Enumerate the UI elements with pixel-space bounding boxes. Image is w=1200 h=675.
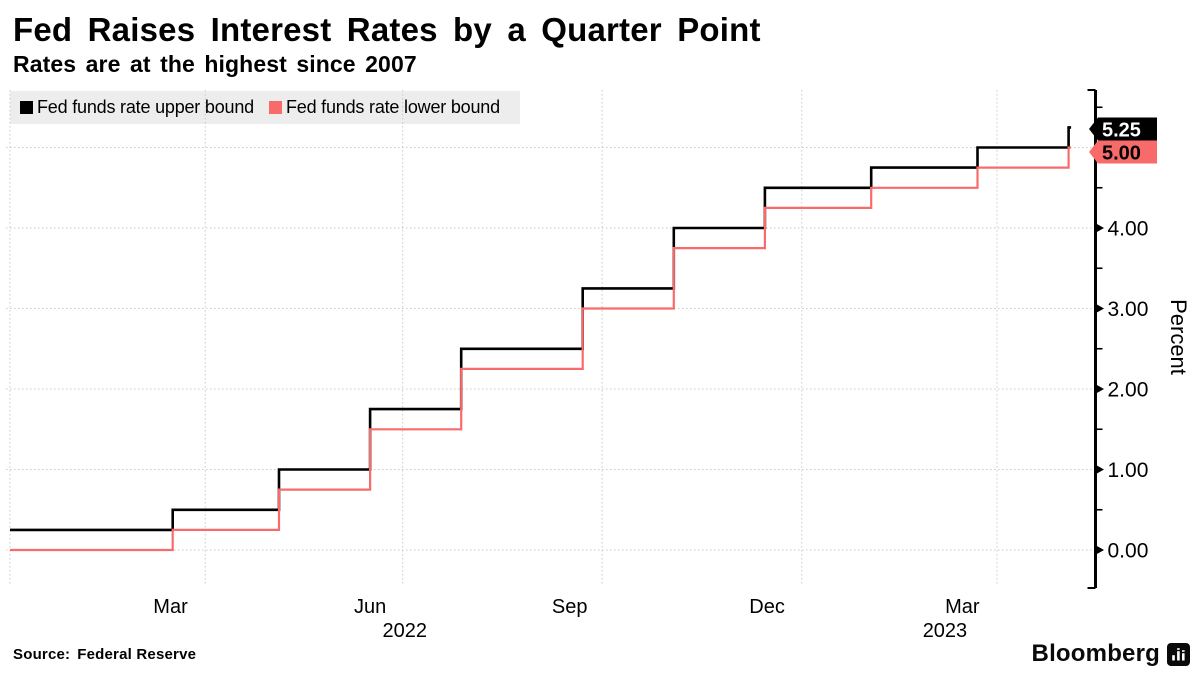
source-value: Federal Reserve (77, 646, 197, 663)
upper-bound-swatch (20, 101, 33, 114)
y-major-tick (1096, 465, 1104, 474)
y-tick-label: 3.00 (1108, 298, 1149, 321)
value-flag (1089, 140, 1157, 164)
source-label: Source: (13, 646, 71, 663)
legend-entry-lower-bound: Fed funds rate lower bound (268, 97, 500, 118)
bloomberg-chart-bubble-icon (1167, 642, 1190, 666)
y-tick-label: 2.00 (1108, 379, 1149, 402)
chart-title: Fed Raises Interest Rates by a Quarter P… (13, 11, 761, 48)
x-year-label: 2023 (923, 620, 968, 642)
y-major-tick (1096, 545, 1104, 555)
y-tick-label: 0.00 (1108, 540, 1149, 563)
lower-bound-swatch (268, 101, 282, 114)
x-year-label: 2022 (383, 620, 428, 642)
bloomberg-wordmark: Bloomberg (1031, 640, 1160, 667)
x-month-label: Jun (354, 596, 386, 618)
lower-bound-line (10, 146, 1072, 552)
x-month-label: Mar (153, 596, 188, 618)
value-flag (1089, 117, 1157, 141)
legend-entry-upper-bound: Fed funds rate upper bound (20, 97, 254, 118)
x-month-label: Mar (945, 596, 980, 618)
chart-subtitle: Rates are at the highest since 2007 (13, 51, 417, 77)
x-month-label: Sep (552, 596, 588, 618)
y-major-tick (1096, 384, 1104, 394)
legend: Fed funds rate upper bound Fed funds rat… (10, 91, 520, 124)
source-line: Source: Federal Reserve (13, 646, 196, 663)
legend-label: Fed funds rate upper bound (37, 97, 254, 117)
y-major-tick (1096, 304, 1104, 313)
x-month-label: Dec (749, 596, 785, 618)
y-tick-label: 4.00 (1108, 218, 1149, 241)
bloomberg-logo: Bloomberg (1032, 640, 1190, 668)
y-tick-label: 1.00 (1108, 459, 1149, 482)
y-major-tick (1096, 223, 1104, 233)
legend-label: Fed funds rate lower bound (285, 97, 500, 117)
value-flag-label: 5.25 (1102, 120, 1141, 142)
legend-background (10, 91, 520, 124)
y-axis-title: Percent (1166, 299, 1191, 375)
value-flag-label: 5.00 (1102, 143, 1141, 165)
